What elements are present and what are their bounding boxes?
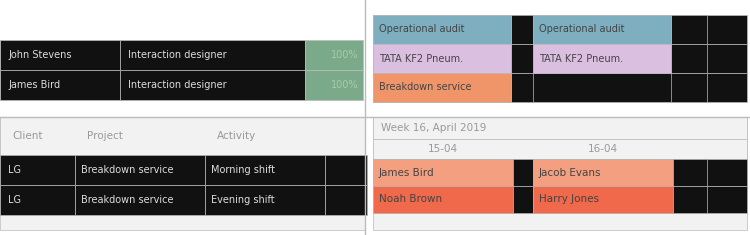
Bar [671,44,707,73]
Bar [511,73,533,102]
Bar [373,73,747,102]
Text: 15-04: 15-04 [428,144,458,154]
Bar [671,15,707,44]
Text: LG: LG [8,195,21,205]
Bar [373,139,747,159]
Text: Evening shift: Evening shift [211,195,274,205]
Text: Project: Project [87,131,123,141]
Text: James Bird: James Bird [8,80,60,90]
Bar [511,15,533,44]
Text: Week 16, April 2019: Week 16, April 2019 [381,123,486,133]
Text: James Bird: James Bird [379,168,435,177]
Bar [373,159,513,186]
Bar [373,15,511,44]
Text: Interaction designer: Interaction designer [128,50,226,60]
Text: TATA KF2 Pneum.: TATA KF2 Pneum. [379,54,463,63]
Text: Activity: Activity [217,131,256,141]
Text: Operational audit: Operational audit [379,24,464,35]
Text: 16-04: 16-04 [588,144,618,154]
Bar [0,70,120,100]
Bar [0,40,120,70]
Bar [305,40,363,70]
Bar [0,117,365,155]
Bar [673,186,707,213]
Bar [673,159,707,186]
Bar [0,117,365,230]
Bar [305,70,363,100]
Bar [533,186,673,213]
Bar [120,70,305,100]
Bar [513,159,533,186]
Text: 100%: 100% [331,80,358,90]
Bar [373,186,513,213]
Bar [373,44,747,73]
Bar [373,117,747,139]
Text: Breakdown service: Breakdown service [379,82,472,93]
Text: Jacob Evans: Jacob Evans [539,168,602,177]
Bar [205,155,325,185]
Bar [75,155,205,185]
Bar [373,73,511,102]
Bar [513,186,533,213]
Bar [325,155,367,185]
Bar [511,44,533,73]
Bar [373,15,747,44]
Bar [373,44,511,73]
Text: Breakdown service: Breakdown service [81,195,173,205]
Text: LG: LG [8,165,21,175]
Text: Client: Client [12,131,43,141]
Text: 100%: 100% [331,50,358,60]
Text: Interaction designer: Interaction designer [128,80,226,90]
Bar [325,185,367,215]
Text: Noah Brown: Noah Brown [379,195,442,204]
Text: John Stevens: John Stevens [8,50,71,60]
Bar [373,159,747,186]
Text: TATA KF2 Pneum.: TATA KF2 Pneum. [539,54,623,63]
Bar [75,185,205,215]
Bar [373,186,747,213]
Bar [533,15,671,44]
Bar [671,73,707,102]
Text: Breakdown service: Breakdown service [81,165,173,175]
Bar [205,185,325,215]
Bar [533,159,673,186]
Text: Harry Jones: Harry Jones [539,195,599,204]
Bar [373,117,747,230]
Text: Morning shift: Morning shift [211,165,275,175]
Bar [0,155,75,185]
Bar [0,185,75,215]
Bar [533,44,671,73]
Bar [120,40,305,70]
Text: Operational audit: Operational audit [539,24,625,35]
